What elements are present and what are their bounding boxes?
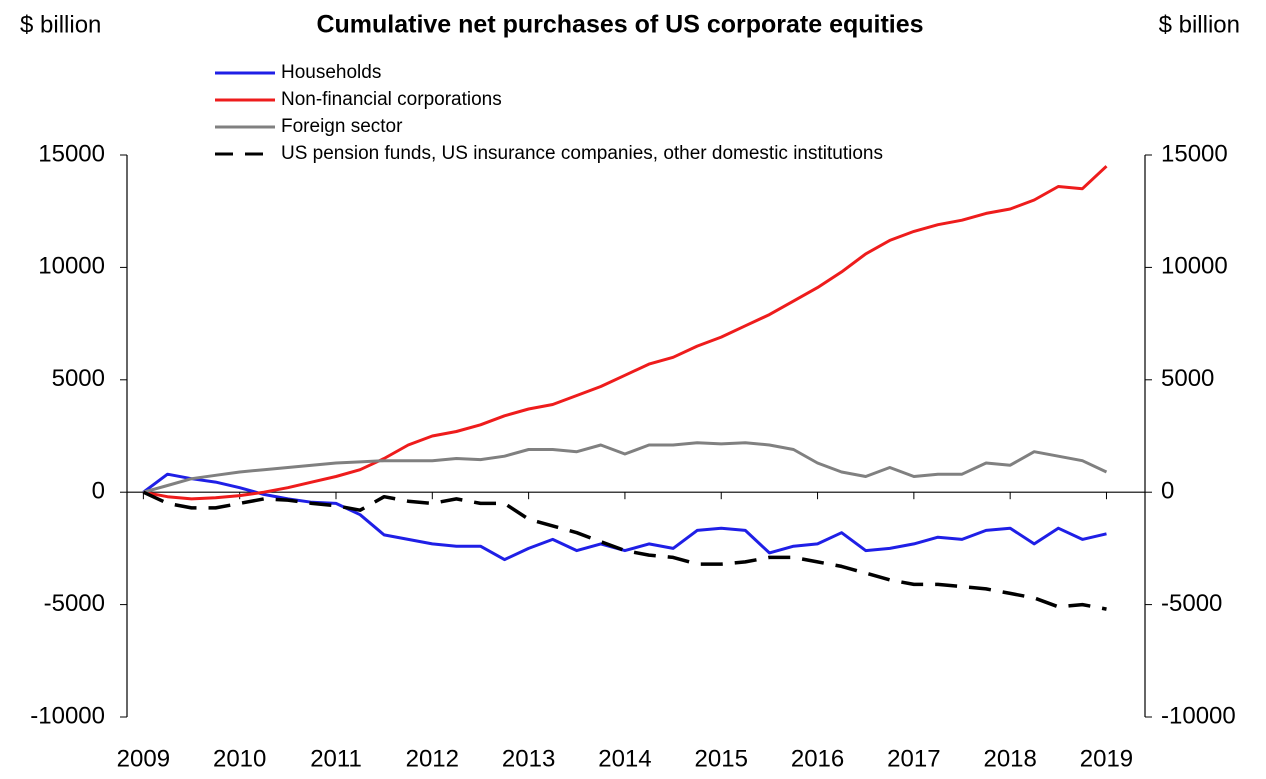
legend-label: Foreign sector [281,116,403,137]
y-tick-label: 5000 [52,365,105,392]
x-tick-label: 2009 [117,745,170,772]
y-tick-label: -10000 [30,702,105,729]
x-tick-label: 2013 [502,745,555,772]
series-line [142,441,1108,494]
series-line [142,490,1107,611]
y-tick-label: -5000 [44,590,105,617]
y2-tick-label: 5000 [1161,365,1214,392]
legend-label: Non-financial corporations [281,89,502,110]
series-line [142,472,1107,562]
x-tick-label: 2016 [791,745,844,772]
x-tick-label: 2012 [406,745,459,772]
y-tick-label: 10000 [38,253,105,280]
y-tick-label: 15000 [38,140,105,167]
y2-tick-label: 15000 [1161,140,1228,167]
y2-tick-label: -10000 [1161,702,1236,729]
x-tick-label: 2011 [310,745,362,772]
y2-tick-label: 0 [1161,478,1174,505]
x-tick-label: 2010 [213,745,266,772]
x-tick-label: 2014 [598,745,651,772]
y-tick-label: 0 [92,478,105,505]
chart-title: Cumulative net purchases of US corporate… [316,11,923,39]
legend-label: US pension funds, US insurance companies… [281,143,883,164]
x-tick-label: 2015 [695,745,748,772]
series-line [143,165,1108,501]
x-tick-label: 2017 [887,745,940,772]
y2-axis-label: $ billion [1159,11,1240,38]
x-tick-label: 2018 [983,745,1036,772]
y-axis-label: $ billion [20,11,101,38]
x-tick-label: 2019 [1080,745,1133,772]
legend-label: Households [281,62,381,83]
y2-tick-label: -5000 [1161,590,1222,617]
y2-tick-label: 10000 [1161,253,1228,280]
